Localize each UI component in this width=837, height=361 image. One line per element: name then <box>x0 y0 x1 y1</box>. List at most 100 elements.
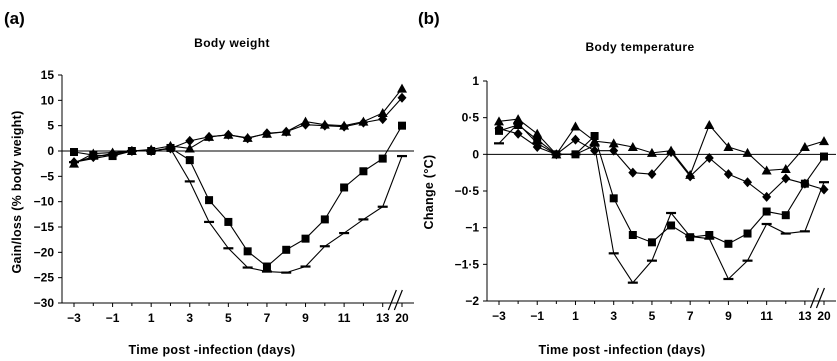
data-point-triangle <box>646 147 657 157</box>
data-point-diamond <box>223 129 233 140</box>
data-point-square <box>495 126 503 135</box>
x-tick-label: 11 <box>760 309 773 323</box>
axis-break-mark <box>387 289 397 311</box>
x-tick-label: 7 <box>687 309 694 323</box>
y-tick-label: −1 <box>465 221 479 235</box>
series-triangle-line <box>498 118 825 176</box>
data-point-square <box>533 135 542 144</box>
x-tick-label: 7 <box>264 311 271 325</box>
y-tick-label: 10 <box>41 93 55 107</box>
y-tick-label: 0 <box>472 147 479 161</box>
series-square-line <box>73 125 403 268</box>
axis-break-mark <box>809 287 819 309</box>
y-tick-label: 15 <box>41 68 55 82</box>
data-point-square <box>243 247 252 256</box>
x-tick-label: 20 <box>395 311 409 325</box>
data-point-square <box>514 121 523 129</box>
data-point-diamond <box>704 153 714 163</box>
data-point-diamond <box>320 120 330 131</box>
y-tick-label: 1 <box>472 74 479 88</box>
data-point-diamond <box>609 145 619 156</box>
data-point-triangle <box>570 121 581 131</box>
series-square-line <box>498 124 825 245</box>
data-point-square <box>359 167 368 176</box>
x-tick-label: 13 <box>376 311 390 325</box>
data-point-square <box>320 215 329 224</box>
data-point-diamond <box>281 126 291 137</box>
chart-b-ylabel: Change (°C) <box>422 155 436 230</box>
panel-a-label: (a) <box>4 9 25 28</box>
data-point-diamond <box>685 171 695 182</box>
data-point-square <box>724 239 733 248</box>
data-point-square <box>185 156 194 165</box>
data-point-square <box>762 207 771 216</box>
x-tick-label: 5 <box>225 311 232 325</box>
data-point-square <box>224 217 233 226</box>
chart-a-title: Body weight <box>194 36 270 50</box>
x-tick-label: 9 <box>302 311 309 325</box>
x-tick-label: −1 <box>530 309 544 323</box>
series-dash-line <box>73 147 403 274</box>
data-point-triangle <box>627 142 638 151</box>
x-tick-label: −3 <box>492 309 506 323</box>
data-point-square <box>89 151 98 160</box>
data-point-diamond <box>301 119 311 130</box>
data-point-diamond <box>628 167 638 178</box>
y-tick-label: −0·5 <box>455 184 480 198</box>
x-tick-label: 11 <box>338 311 351 325</box>
data-point-triangle <box>742 147 753 157</box>
data-point-diamond <box>378 114 388 125</box>
x-tick-label: −1 <box>106 311 120 325</box>
axis-break-mark <box>815 287 825 309</box>
data-point-square <box>262 262 271 271</box>
data-point-diamond <box>243 133 253 144</box>
x-tick-label: 9 <box>725 309 732 323</box>
x-tick-label: 1 <box>572 309 579 323</box>
panel-b-label: (b) <box>418 9 440 28</box>
data-point-square <box>743 229 752 238</box>
y-tick-label: −15 <box>34 220 55 234</box>
data-point-square <box>378 154 387 163</box>
data-point-triangle <box>704 120 715 129</box>
data-point-triangle <box>761 165 772 175</box>
data-point-square <box>800 179 809 188</box>
data-point-square <box>282 245 291 254</box>
data-point-diamond <box>204 131 214 142</box>
data-point-triangle <box>799 142 810 151</box>
y-tick-label: −1·5 <box>455 257 480 271</box>
y-tick-label: 0 <box>47 144 54 158</box>
data-point-triangle <box>184 143 195 153</box>
y-tick-label: 5 <box>47 119 54 133</box>
chart-a-xlabel: Time post -infection (days) <box>129 343 296 357</box>
x-tick-label: 3 <box>186 311 193 325</box>
y-tick-label: −25 <box>34 271 55 285</box>
data-point-diamond <box>647 169 657 180</box>
data-point-diamond <box>743 177 753 188</box>
y-tick-label: −10 <box>34 195 55 209</box>
data-point-diamond <box>185 135 195 146</box>
x-tick-label: 20 <box>817 309 831 323</box>
data-point-square <box>609 194 618 203</box>
data-point-diamond <box>570 134 580 145</box>
data-point-triangle <box>723 142 734 151</box>
y-tick-label: −30 <box>34 296 55 310</box>
data-point-square <box>205 196 214 205</box>
data-point-square <box>647 238 656 247</box>
data-point-square <box>70 148 78 157</box>
chart-a-ylabel: Gain/loss (% body weight) <box>10 110 24 273</box>
chart-b-xlabel: Time post -infection (days) <box>539 343 706 357</box>
data-point-triangle <box>780 164 791 173</box>
x-tick-label: 5 <box>649 309 656 323</box>
data-point-square <box>667 221 676 230</box>
x-tick-label: 1 <box>148 311 155 325</box>
y-tick-label: −5 <box>40 169 54 183</box>
data-point-triangle <box>608 138 619 148</box>
data-point-triangle <box>397 83 407 93</box>
chart-b-plot: 10·50−0·5−1−1·5−2−3 −1 1 3 5 7 9 11 13 20 <box>455 74 836 323</box>
data-point-triangle <box>513 114 524 124</box>
series-diamond-line <box>498 128 825 198</box>
y-tick-label: 0·5 <box>462 111 480 125</box>
data-point-square <box>820 152 828 161</box>
